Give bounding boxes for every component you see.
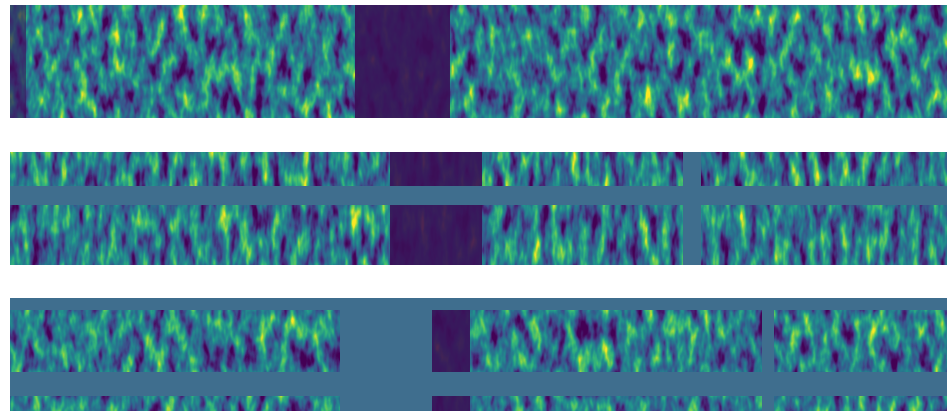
figure <box>0 0 947 411</box>
silence-region <box>390 152 482 265</box>
frequency-mask <box>10 186 947 205</box>
time-mask <box>340 298 432 411</box>
time-mask <box>762 298 774 411</box>
dark-edge <box>10 5 26 118</box>
silence-region <box>355 5 450 118</box>
frequency-mask <box>10 298 947 310</box>
spectrogram-frequency-mask <box>10 152 947 265</box>
spectrogram-original <box>10 5 947 118</box>
spectrogram <box>10 5 947 118</box>
frequency-mask <box>10 372 947 396</box>
spectrogram-time-mask <box>10 298 947 411</box>
time-mask <box>683 152 701 265</box>
